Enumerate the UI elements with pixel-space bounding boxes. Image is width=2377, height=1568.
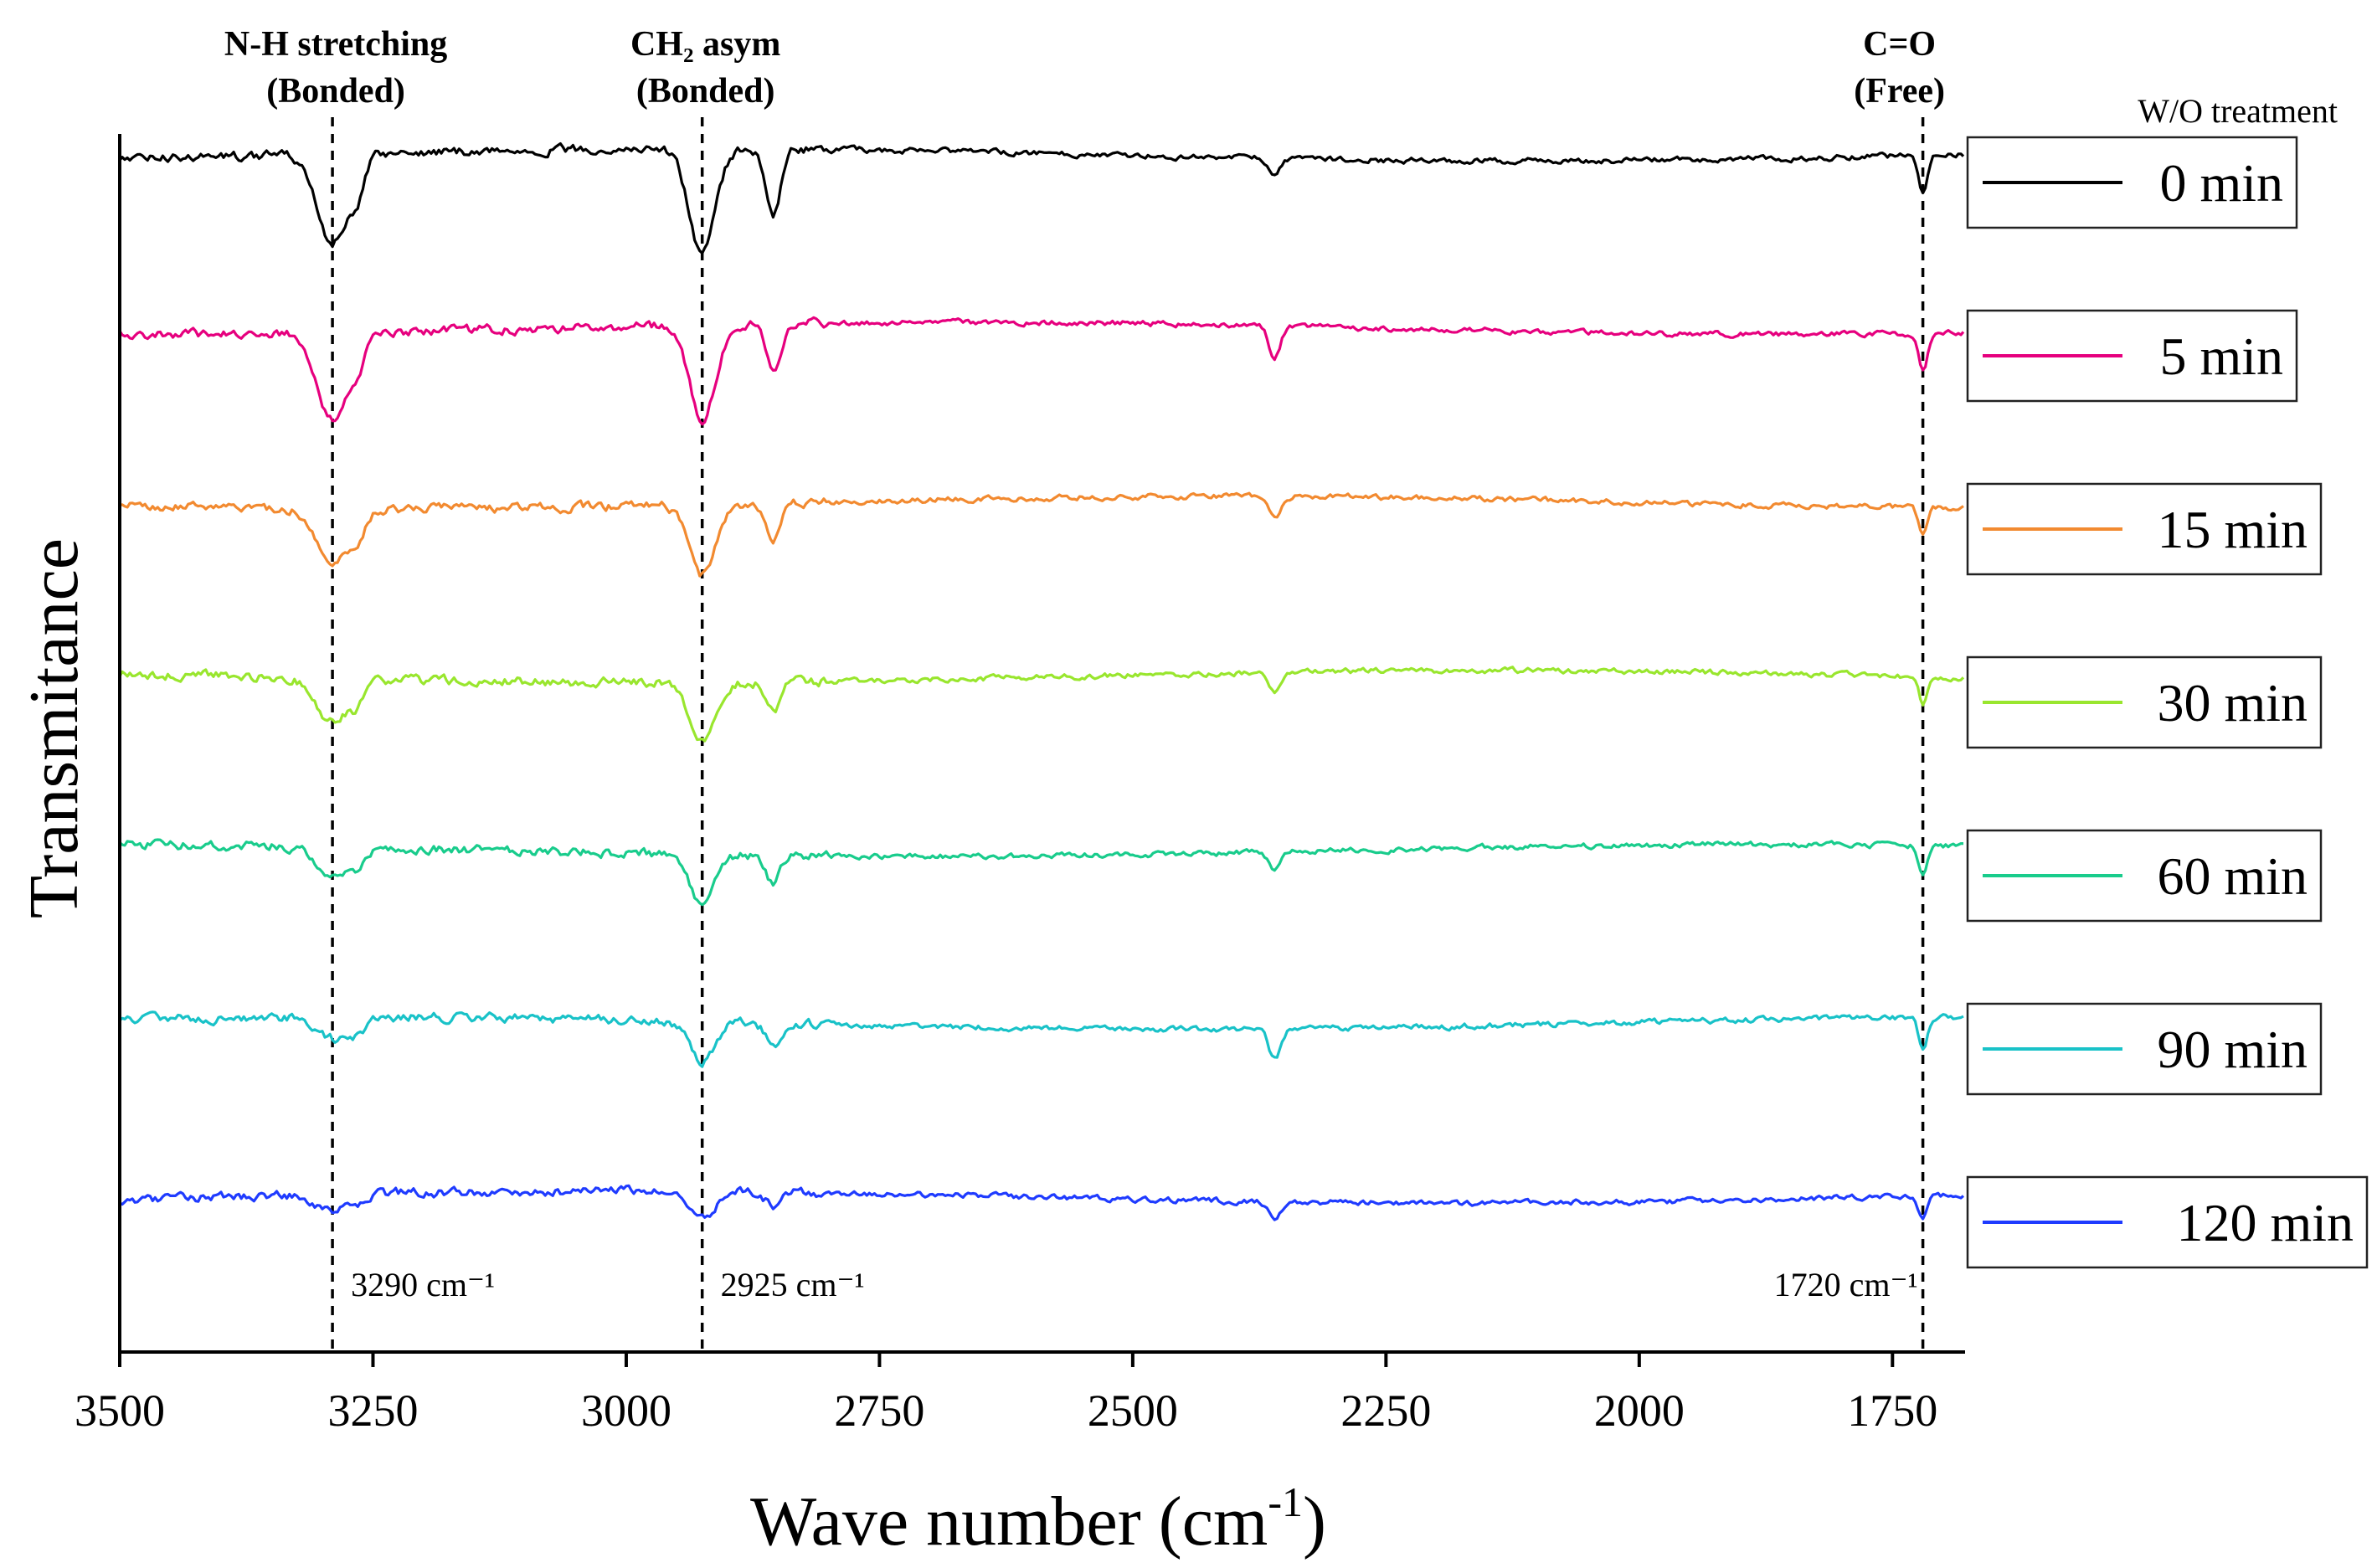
- series-line-90-min: [119, 1010, 1964, 1068]
- peak-wavenumber-2925: 2925 cm⁻¹: [721, 1266, 865, 1303]
- series-line-30-min: [118, 666, 1965, 743]
- legend-label-5-min: 5 min: [2159, 326, 2283, 386]
- x-tick-label-2500: 2500: [1088, 1385, 1178, 1436]
- peak-annotation-3290-line-2: (Bonded): [266, 72, 405, 111]
- legend-label-0-min: 0 min: [2159, 153, 2283, 213]
- peak-annotation-1720-line-1: C=O: [1863, 25, 1936, 64]
- legend-label-120-min: 120 min: [2176, 1193, 2354, 1252]
- legend-title: W/O treatment: [2138, 92, 2338, 130]
- reference-lines: N-H stretching (Bonded) 3290 cm⁻¹ CH₂ asym (…: [224, 25, 1945, 1352]
- x-ticks: 3500 3250 3000 2750 2500 2250 2000 1750: [75, 1352, 1937, 1436]
- spectra-traces: [118, 141, 1965, 1221]
- x-axis-title-close: ): [1303, 1483, 1326, 1560]
- series-line-15-min: [119, 491, 1964, 578]
- peak-annotation-1720-line-2: (Free): [1854, 72, 1945, 111]
- x-axis-title: Wave number (cm-1): [750, 1478, 1326, 1560]
- y-axis-title: Transmitance: [15, 538, 93, 918]
- legend-label-60-min: 60 min: [2157, 846, 2308, 906]
- x-axis-title-main: Wave number (cm: [750, 1483, 1268, 1560]
- peak-wavenumber-1720: 1720 cm⁻¹: [1774, 1266, 1918, 1303]
- peak-annotation-2925-line-2: (Bonded): [636, 72, 775, 111]
- legend: W/O treatment 0 min 5 min 15 min 30 min 60 mi…: [1966, 92, 2369, 1269]
- x-tick-label-3250: 3250: [327, 1385, 418, 1436]
- series-line-5-min: [118, 316, 1965, 426]
- peak-annotation-3290-line-1: N-H stretching: [224, 25, 447, 64]
- legend-label-90-min: 90 min: [2157, 1020, 2308, 1079]
- series-line-120-min: [119, 1184, 1965, 1221]
- x-tick-label-2750: 2750: [834, 1385, 924, 1436]
- x-tick-label-3000: 3000: [581, 1385, 671, 1436]
- x-tick-label-1750: 1750: [1847, 1385, 1937, 1436]
- x-axis-title-superscript: -1: [1268, 1478, 1303, 1525]
- series-line-60-min: [118, 838, 1963, 907]
- x-tick-label-3500: 3500: [75, 1385, 165, 1436]
- x-tick-label-2250: 2250: [1340, 1385, 1431, 1436]
- series-line-0-min: [118, 141, 1965, 254]
- peak-annotation-2925-line-1: CH₂ asym: [630, 25, 780, 64]
- legend-label-30-min: 30 min: [2157, 673, 2308, 733]
- legend-label-15-min: 15 min: [2157, 500, 2308, 559]
- axes: [118, 134, 1965, 1354]
- x-tick-label-2000: 2000: [1594, 1385, 1685, 1436]
- peak-wavenumber-3290: 3290 cm⁻¹: [351, 1266, 495, 1303]
